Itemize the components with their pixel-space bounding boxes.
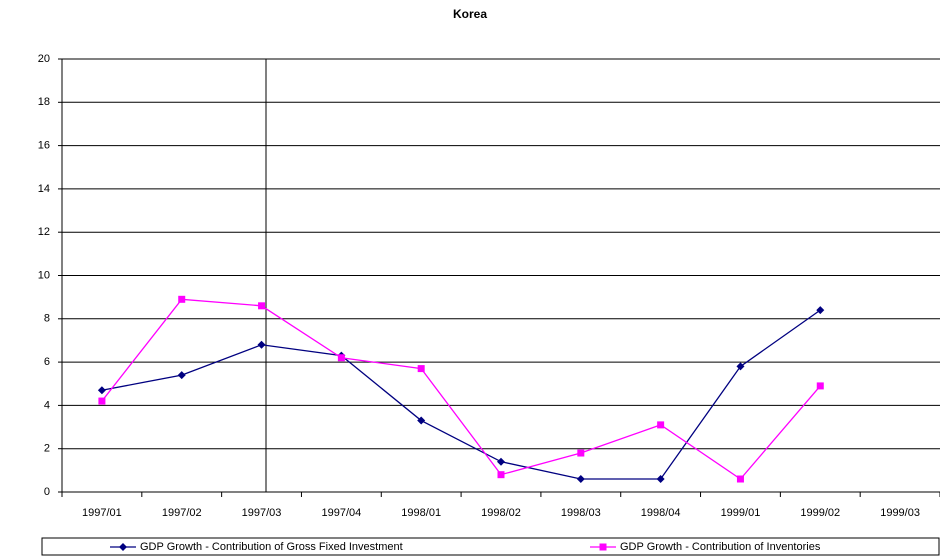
data-point bbox=[257, 340, 266, 349]
data-point bbox=[417, 365, 425, 373]
x-tick-label: 1998/04 bbox=[641, 507, 681, 519]
x-tick-label: 1999/01 bbox=[721, 507, 761, 519]
data-point bbox=[97, 386, 106, 395]
data-point bbox=[576, 475, 585, 484]
y-tick-label: 4 bbox=[44, 399, 50, 411]
y-tick-label: 10 bbox=[38, 269, 50, 281]
data-point bbox=[258, 302, 266, 310]
y-tick-label: 12 bbox=[38, 226, 50, 238]
data-point bbox=[816, 382, 824, 390]
data-point bbox=[816, 306, 825, 315]
legend-box bbox=[41, 537, 940, 556]
y-tick-label: 14 bbox=[38, 183, 50, 195]
x-tick-label: 1998/01 bbox=[401, 507, 441, 519]
y-tick-label: 0 bbox=[44, 486, 50, 498]
data-point bbox=[417, 416, 426, 425]
legend-label: GDP Growth - Contribution of Gross Fixed… bbox=[140, 541, 403, 553]
data-point bbox=[497, 471, 505, 479]
x-tick-label: 1997/02 bbox=[162, 507, 202, 519]
x-tick-label: 1998/02 bbox=[481, 507, 521, 519]
y-tick-label: 2 bbox=[44, 443, 50, 455]
series-line bbox=[101, 309, 821, 480]
y-tick-label: 16 bbox=[38, 140, 50, 152]
data-point bbox=[177, 371, 186, 380]
data-point bbox=[736, 362, 745, 371]
data-point bbox=[337, 354, 345, 362]
y-tick-label: 6 bbox=[44, 356, 50, 368]
data-point bbox=[577, 449, 585, 457]
data-point bbox=[497, 457, 505, 466]
data-point bbox=[736, 475, 744, 483]
x-tick-label: 1997/03 bbox=[242, 507, 282, 519]
x-tick-label: 1998/03 bbox=[561, 507, 601, 519]
series-line bbox=[101, 298, 821, 480]
y-tick-label: 20 bbox=[38, 53, 50, 65]
data-point bbox=[656, 475, 665, 484]
y-tick-label: 8 bbox=[44, 313, 50, 325]
x-tick-label: 1999/02 bbox=[800, 507, 840, 519]
legend-marker bbox=[119, 543, 127, 551]
legend-marker bbox=[599, 543, 607, 551]
data-point bbox=[98, 397, 106, 405]
data-point bbox=[178, 295, 186, 303]
x-tick-label: 1999/03 bbox=[880, 507, 920, 519]
data-point bbox=[657, 421, 665, 429]
chart-title: Korea bbox=[453, 7, 487, 21]
x-tick-label: 1997/04 bbox=[321, 507, 361, 519]
x-tick-label: 1997/01 bbox=[82, 507, 122, 519]
legend-label: GDP Growth - Contribution of Inventories bbox=[620, 541, 821, 553]
y-tick-label: 18 bbox=[38, 96, 50, 108]
